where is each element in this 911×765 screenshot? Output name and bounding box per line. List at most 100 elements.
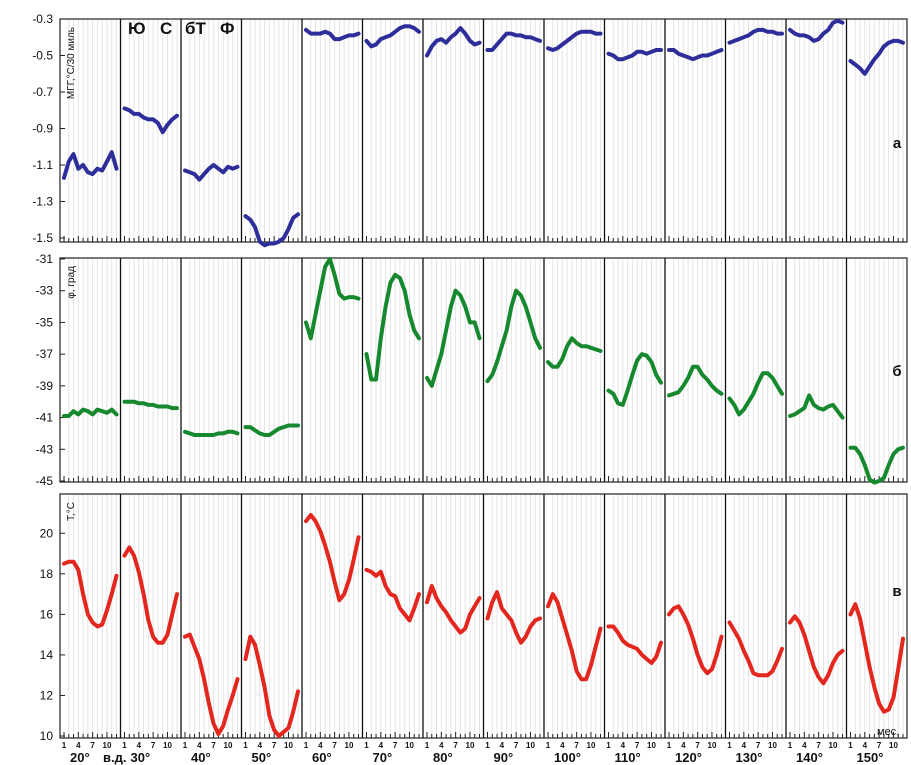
month-label: 7 bbox=[453, 741, 458, 750]
month-label: 7 bbox=[211, 741, 216, 750]
month-label: 1 bbox=[546, 741, 551, 750]
panel-label: в bbox=[892, 583, 901, 600]
month-label: 1 bbox=[243, 741, 248, 750]
y-tick-label: -33 bbox=[36, 284, 54, 298]
y-tick-label: -1.5 bbox=[32, 231, 53, 245]
series-line-а-10 bbox=[606, 48, 663, 62]
month-label: 1 bbox=[606, 741, 611, 750]
month-label: 10 bbox=[284, 741, 293, 750]
month-label: 1 bbox=[62, 741, 67, 750]
series-line-б-6 bbox=[364, 272, 421, 382]
panels-layer: -0.3 -0.5 -0.7 -0.9 -1.1 -1.3 -1.5 МГГ,°С/30 ми… bbox=[32, 12, 908, 743]
y-tick-label: -0.3 bbox=[32, 12, 53, 26]
series-line-б-1 bbox=[62, 407, 119, 418]
series-line-б-5 bbox=[304, 257, 361, 341]
month-label: 1 bbox=[667, 741, 672, 750]
series-line-а-8 bbox=[485, 31, 542, 52]
series-line-б-12 bbox=[727, 371, 784, 417]
month-label: 4 bbox=[742, 741, 747, 750]
longitude-label: 30° bbox=[131, 750, 151, 765]
month-label: 1 bbox=[183, 741, 188, 750]
y-tick-label: -35 bbox=[36, 315, 54, 329]
month-label: 7 bbox=[514, 741, 519, 750]
month-label: 4 bbox=[802, 741, 807, 750]
longitude-label: 110° bbox=[615, 750, 641, 765]
series-line-б-11 bbox=[667, 364, 724, 398]
series-line-а-6 bbox=[364, 24, 421, 49]
month-label: 7 bbox=[635, 741, 640, 750]
y-tick-label: 14 bbox=[40, 648, 54, 662]
series-line-в-4 bbox=[243, 634, 300, 738]
month-label: 4 bbox=[258, 741, 263, 750]
month-label: 1 bbox=[485, 741, 490, 750]
month-label: 7 bbox=[756, 741, 761, 750]
zone-label: Ф bbox=[220, 19, 235, 38]
month-label: 7 bbox=[272, 741, 277, 750]
series-line-а-13 bbox=[788, 18, 845, 43]
zone-label: С bbox=[160, 19, 172, 38]
series-line-в-7 bbox=[425, 584, 482, 635]
month-label: 1 bbox=[848, 741, 853, 750]
month-label: 7 bbox=[816, 741, 821, 750]
month-label: 7 bbox=[393, 741, 398, 750]
series-line-а-1 bbox=[62, 150, 119, 180]
month-label: 1 bbox=[122, 741, 127, 750]
y-tick-label: -41 bbox=[36, 411, 54, 425]
panel-label: а bbox=[893, 135, 902, 152]
month-label: 4 bbox=[863, 741, 868, 750]
month-label: 1 bbox=[727, 741, 732, 750]
y-tick-label: -0.7 bbox=[32, 85, 53, 99]
series-line-а-11 bbox=[667, 48, 724, 62]
zone-label: Ю bbox=[128, 19, 146, 38]
panel-б: -31 -33 -35 -37 -39 -41 -43 -45 φ, град б bbox=[36, 252, 908, 488]
month-label: 10 bbox=[103, 741, 112, 750]
series-line-а-5 bbox=[304, 27, 361, 42]
panel-в: 20 18 16 14 12 10 Т,°С в bbox=[40, 493, 908, 743]
month-label: 4 bbox=[76, 741, 81, 750]
series-line-а-12 bbox=[727, 27, 784, 45]
month-label: 10 bbox=[163, 741, 172, 750]
series-line-а-7 bbox=[425, 26, 482, 58]
series-line-в-6 bbox=[364, 567, 421, 623]
longitude-label: 150° bbox=[857, 750, 884, 765]
month-label: 4 bbox=[197, 741, 202, 750]
month-label: 10 bbox=[829, 741, 838, 750]
month-label: 10 bbox=[889, 741, 898, 750]
month-label: 10 bbox=[587, 741, 596, 750]
month-label: 7 bbox=[90, 741, 95, 750]
y-axis-label: Т,°С bbox=[66, 502, 77, 521]
month-label: 10 bbox=[224, 741, 233, 750]
longitude-label: 40° bbox=[191, 750, 211, 765]
panel-label: б bbox=[892, 363, 901, 380]
y-axis-label: φ, град bbox=[66, 266, 77, 299]
y-tick-label: -0.9 bbox=[32, 122, 53, 136]
series-line-а-14 bbox=[848, 38, 905, 76]
longitude-label: 80° bbox=[433, 750, 453, 765]
month-label: 4 bbox=[318, 741, 323, 750]
series-line-в-5 bbox=[304, 513, 361, 603]
month-label: 10 bbox=[708, 741, 717, 750]
series-line-б-9 bbox=[546, 336, 603, 369]
month-label: 10 bbox=[405, 741, 414, 750]
series-line-в-10 bbox=[606, 624, 663, 665]
series-line-в-2 bbox=[122, 545, 179, 645]
month-label: 7 bbox=[574, 741, 579, 750]
y-tick-label: -39 bbox=[36, 379, 54, 393]
y-tick-label: -37 bbox=[36, 347, 54, 361]
month-label: 1 bbox=[304, 741, 309, 750]
longitude-label: 60° bbox=[312, 750, 332, 765]
y-tick-label: 16 bbox=[40, 607, 54, 621]
y-axis-label: МГГ,°С/30 миль bbox=[66, 27, 77, 99]
y-tick-label: -45 bbox=[36, 474, 54, 488]
longitude-label: 90° bbox=[494, 750, 514, 765]
x-axis-layer: 1 4 7 10 1 4 7 10 1 4 7 10 1 4 7 10 1 4 7 10 1 4 7 10 1 4 7 10 1 4 7 10… bbox=[62, 726, 899, 765]
panel-а: -0.3 -0.5 -0.7 -0.9 -1.1 -1.3 -1.5 МГГ,°С/30 ми… bbox=[32, 12, 908, 248]
series-line-в-8 bbox=[485, 590, 542, 645]
month-label: 4 bbox=[500, 741, 505, 750]
month-label: 10 bbox=[526, 741, 535, 750]
series-line-б-2 bbox=[122, 399, 179, 411]
series-line-в-1 bbox=[62, 559, 119, 629]
longitude-label: 120° bbox=[675, 750, 702, 765]
